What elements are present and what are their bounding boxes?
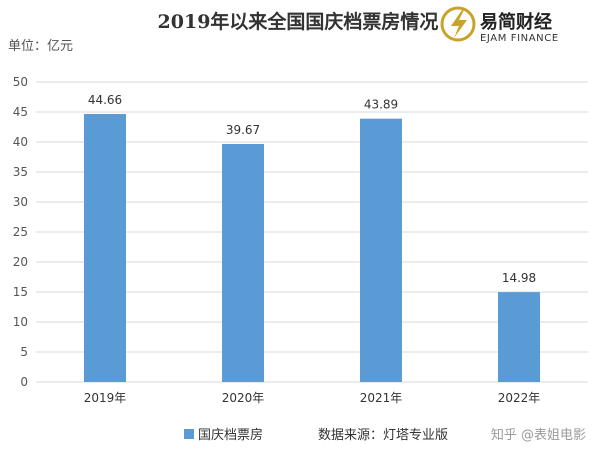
- y-tick-label: 20: [13, 255, 28, 269]
- brand-name: 易简财经: [480, 11, 552, 33]
- data-labels: 44.66 39.67 43.89 14.98: [88, 93, 536, 285]
- legend-label: 国庆档票房: [198, 427, 263, 443]
- y-tick-label: 0: [20, 375, 28, 389]
- data-label: 44.66: [88, 93, 122, 107]
- x-category-label: 2022年: [498, 391, 541, 405]
- data-label: 14.98: [502, 271, 536, 285]
- y-tick-label: 50: [13, 75, 28, 89]
- y-tick-label: 45: [13, 105, 28, 119]
- y-tick-label: 10: [13, 315, 28, 329]
- source-note: 数据来源：灯塔专业版: [318, 428, 448, 443]
- x-category-label: 2020年: [222, 391, 265, 405]
- bar: [84, 114, 126, 382]
- bar: [360, 118, 402, 382]
- legend-swatch: [184, 429, 194, 439]
- brand-name-en: EJAM FINANCE: [480, 33, 559, 44]
- y-axis-ticks: 0 5 10 15 20 25 30 35 40 45 50: [13, 75, 28, 389]
- y-tick-label: 15: [13, 285, 28, 299]
- data-label: 43.89: [364, 98, 398, 112]
- data-label: 39.67: [226, 123, 260, 137]
- gridlines: [36, 81, 588, 383]
- x-category-label: 2021年: [360, 391, 403, 405]
- y-tick-label: 35: [13, 165, 28, 179]
- y-tick-label: 30: [13, 195, 28, 209]
- y-tick-label: 5: [20, 345, 28, 359]
- brand-logo: 易简财经 EJAM FINANCE: [440, 6, 559, 44]
- bar: [498, 292, 540, 382]
- unit-label: 单位：亿元: [8, 39, 73, 54]
- y-tick-label: 40: [13, 135, 28, 149]
- bar: [222, 143, 264, 382]
- chart-title: 2019年以来全国国庆档票房情况: [158, 10, 439, 33]
- y-tick-label: 25: [13, 225, 28, 239]
- watermark: 知乎 @表姐电影: [491, 427, 586, 443]
- brand-mark-icon: [440, 6, 476, 42]
- x-category-label: 2019年: [84, 391, 127, 405]
- bars: [84, 114, 540, 382]
- legend: 国庆档票房: [184, 427, 263, 443]
- x-axis-categories: 2019年 2020年 2021年 2022年: [84, 391, 541, 405]
